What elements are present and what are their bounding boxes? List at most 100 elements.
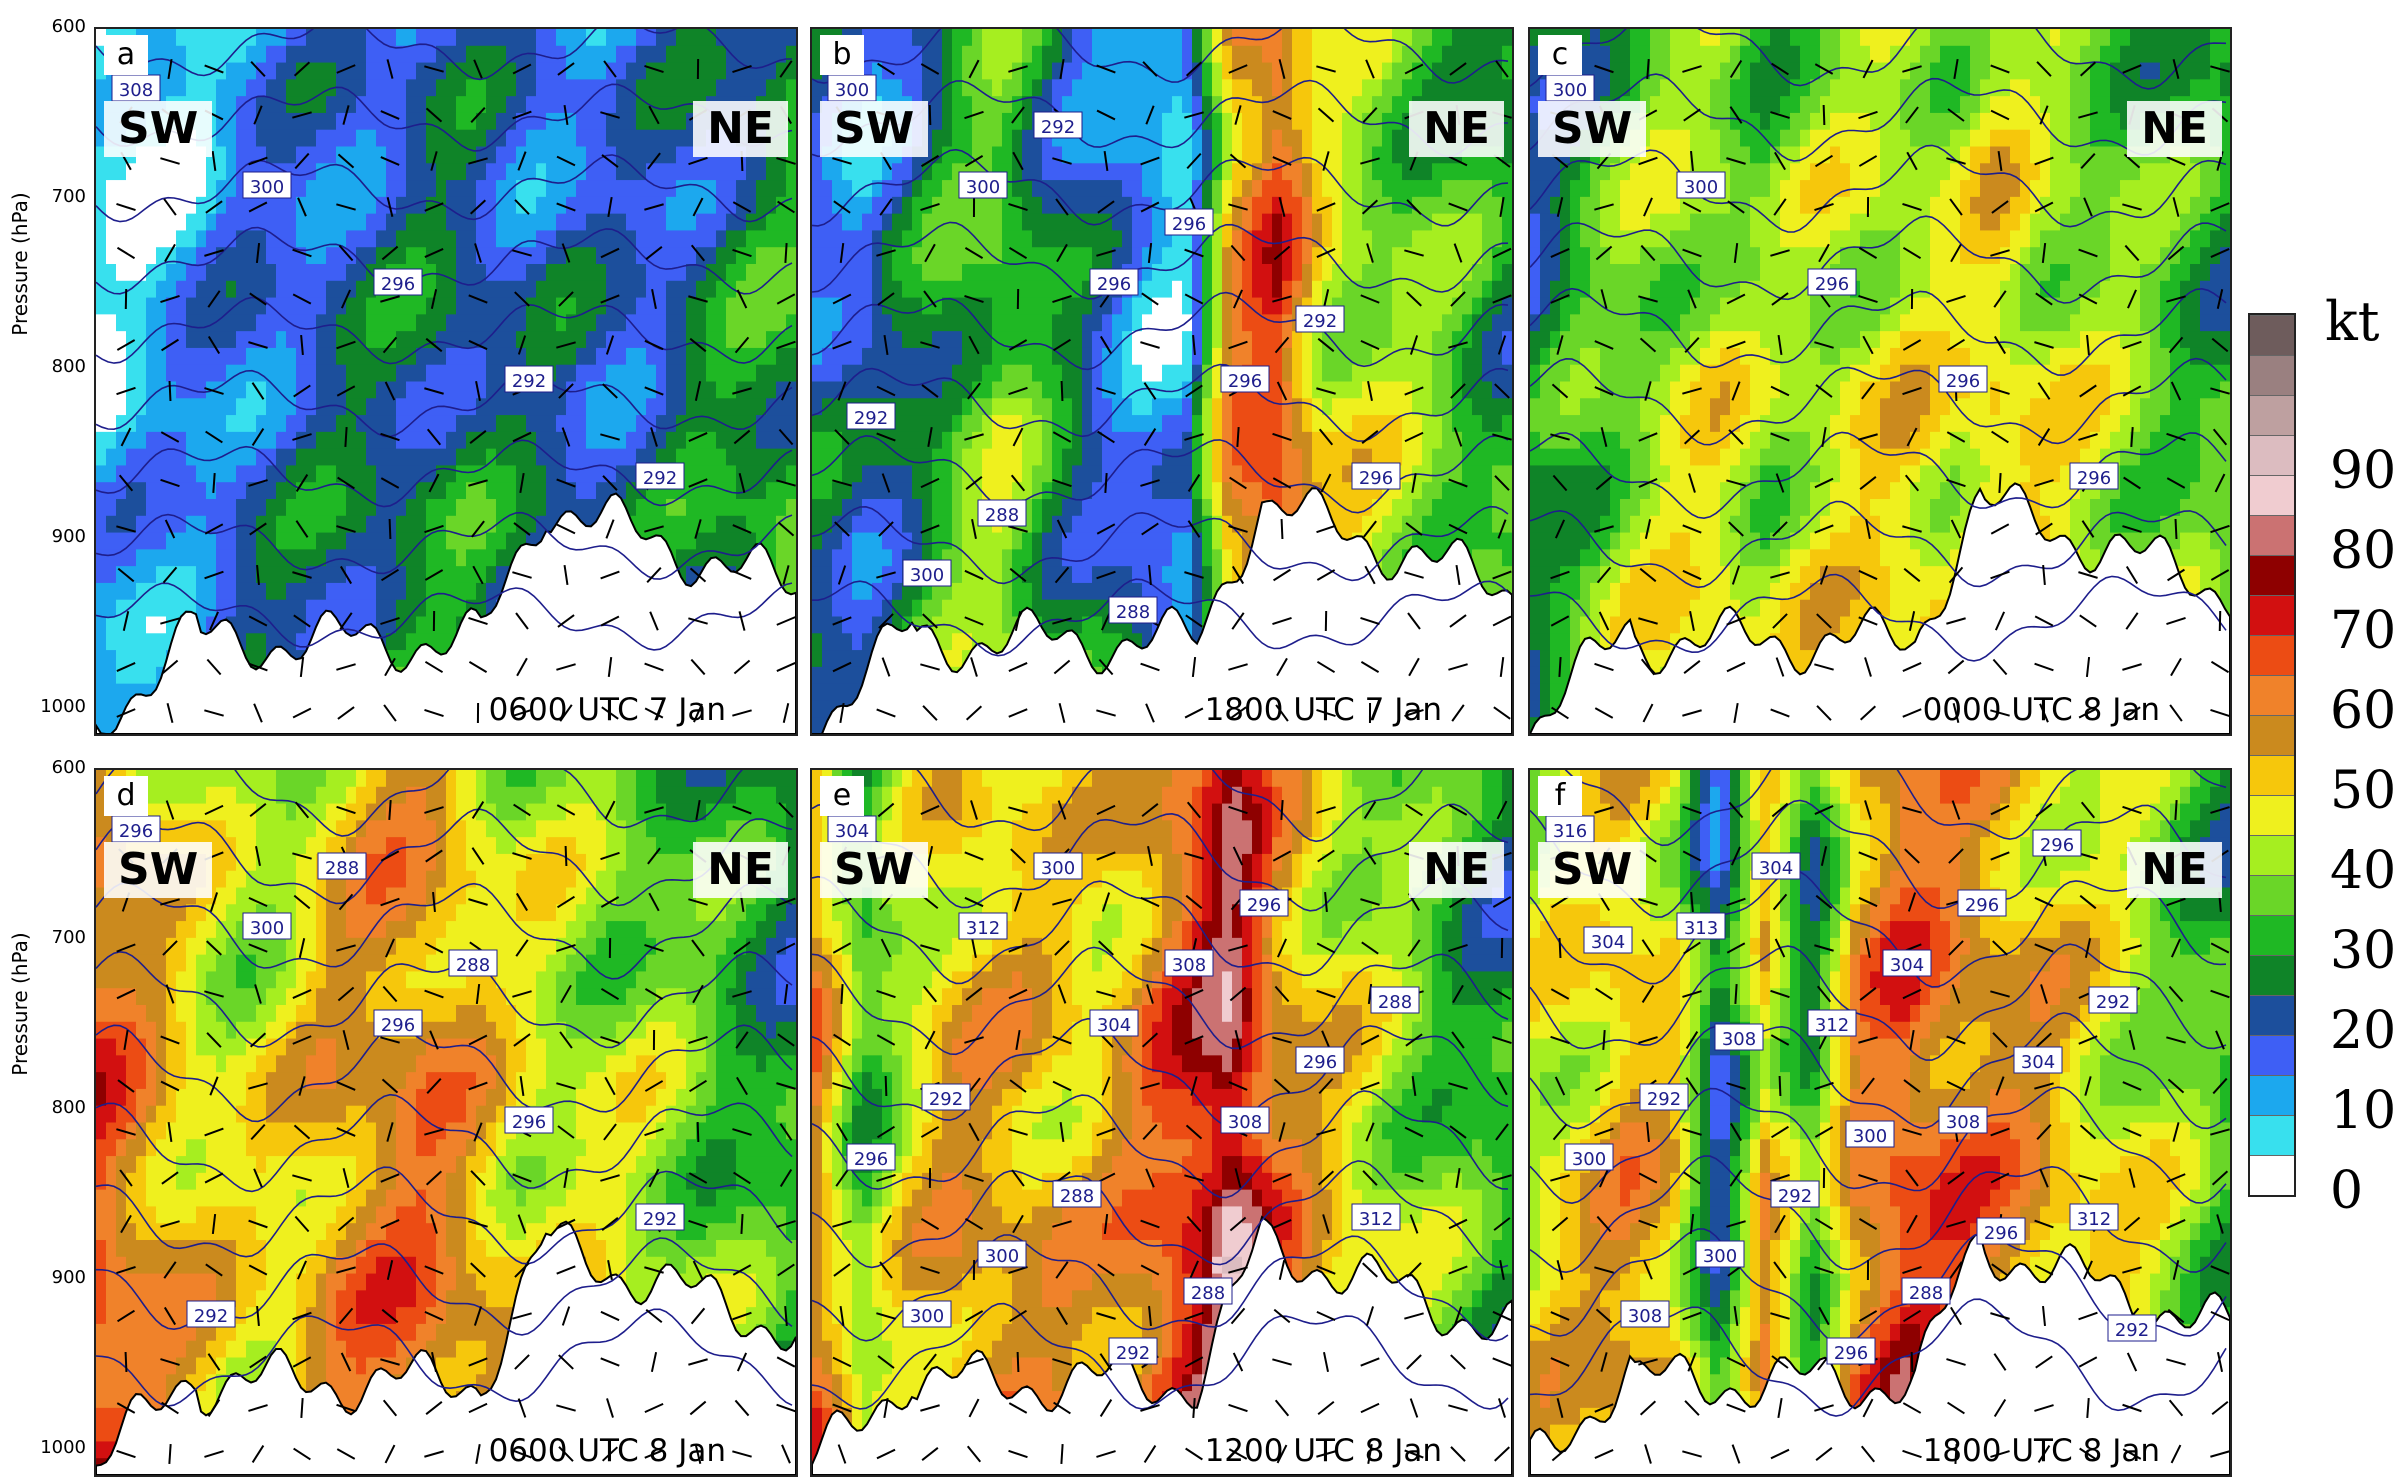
field-cell xyxy=(1082,180,1093,198)
field-cell xyxy=(852,163,863,181)
field-cell xyxy=(872,365,883,383)
field-cell xyxy=(546,432,557,450)
field-cell xyxy=(1092,617,1103,635)
field-cell xyxy=(882,331,893,349)
field-cell xyxy=(486,180,497,198)
field-cell xyxy=(962,566,973,584)
field-cell xyxy=(686,298,697,316)
field-cell xyxy=(1192,365,1203,383)
field-cell xyxy=(636,230,647,248)
field-cell xyxy=(556,214,567,232)
field-cell xyxy=(1122,298,1133,316)
field-cell xyxy=(526,482,537,500)
field-cell xyxy=(962,499,973,517)
field-cell xyxy=(952,281,963,299)
field-cell xyxy=(516,214,527,232)
field-cell xyxy=(686,214,697,232)
field-cell xyxy=(1052,482,1063,500)
field-cell xyxy=(196,180,207,198)
field-cell xyxy=(1132,465,1143,483)
field-cell xyxy=(216,298,227,316)
field-cell xyxy=(166,214,177,232)
field-cell xyxy=(872,264,883,282)
field-cell xyxy=(892,348,903,366)
field-cell xyxy=(306,415,317,433)
field-cell xyxy=(1082,79,1093,97)
field-cell xyxy=(1212,314,1223,332)
field-cell xyxy=(306,29,317,47)
field-cell xyxy=(812,180,823,198)
field-cell xyxy=(366,432,377,450)
field-cell xyxy=(186,365,197,383)
field-cell xyxy=(626,331,637,349)
field-cell xyxy=(436,298,447,316)
field-cell xyxy=(356,499,367,517)
field-cell xyxy=(1082,147,1093,165)
field-cell xyxy=(176,29,187,47)
field-cell xyxy=(1042,29,1053,47)
field-cell xyxy=(756,314,767,332)
field-cell xyxy=(746,264,757,282)
field-cell xyxy=(106,583,117,601)
field-cell xyxy=(1172,113,1183,131)
field-cell xyxy=(346,449,357,467)
field-cell xyxy=(1152,247,1163,265)
field-cell xyxy=(1212,197,1223,215)
field-cell xyxy=(862,281,873,299)
field-cell xyxy=(1212,130,1223,148)
field-cell xyxy=(666,130,677,148)
field-cell xyxy=(476,180,487,198)
field-cell xyxy=(902,465,913,483)
field-cell xyxy=(706,79,717,97)
field-cell xyxy=(666,499,677,517)
field-cell xyxy=(892,382,903,400)
field-cell xyxy=(416,499,427,517)
field-cell xyxy=(506,79,517,97)
field-cell xyxy=(256,264,267,282)
field-cell xyxy=(586,113,597,131)
field-cell xyxy=(746,331,757,349)
field-cell xyxy=(912,348,923,366)
field-cell xyxy=(746,230,757,248)
field-cell xyxy=(276,583,287,601)
field-cell xyxy=(922,79,933,97)
field-cell xyxy=(766,197,777,215)
field-cell xyxy=(216,533,227,551)
field-cell xyxy=(126,365,137,383)
field-cell xyxy=(146,365,157,383)
field-cell xyxy=(1182,482,1193,500)
field-cell xyxy=(196,197,207,215)
field-cell xyxy=(1122,79,1133,97)
field-cell xyxy=(932,600,943,618)
field-cell xyxy=(942,449,953,467)
field-cell xyxy=(696,533,707,551)
field-cell xyxy=(536,79,547,97)
field-cell xyxy=(446,566,457,584)
field-cell xyxy=(1142,382,1153,400)
field-cell xyxy=(686,499,697,517)
field-cell xyxy=(416,163,427,181)
field-cell xyxy=(636,398,647,416)
field-cell xyxy=(982,214,993,232)
field-cell xyxy=(962,365,973,383)
field-cell xyxy=(726,398,737,416)
wind-vector xyxy=(390,519,391,539)
field-cell xyxy=(852,482,863,500)
field-cell xyxy=(566,29,577,47)
field-cell xyxy=(436,331,447,349)
field-cell xyxy=(1082,365,1093,383)
field-cell xyxy=(226,398,237,416)
field-cell xyxy=(1122,29,1133,47)
field-cell xyxy=(842,298,853,316)
field-cell xyxy=(1142,180,1153,198)
field-cell xyxy=(882,365,893,383)
field-cell xyxy=(1132,348,1143,366)
field-cell xyxy=(766,298,777,316)
field-cell xyxy=(116,314,127,332)
field-cell xyxy=(812,197,823,215)
field-cell xyxy=(326,449,337,467)
field-cell xyxy=(296,46,307,64)
field-cell xyxy=(616,46,627,64)
field-cell xyxy=(932,314,943,332)
field-cell xyxy=(1072,449,1083,467)
